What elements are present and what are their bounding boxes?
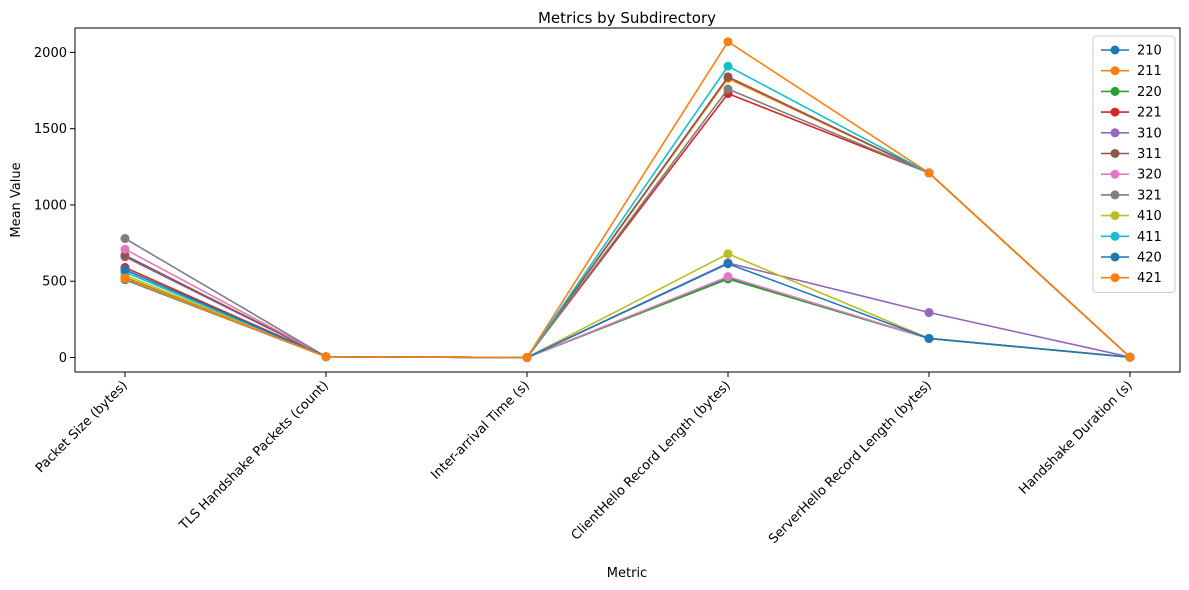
legend-label: 321 <box>1137 188 1162 203</box>
legend-label: 311 <box>1137 147 1162 162</box>
legend-item: 221 <box>1101 106 1162 121</box>
legend-marker <box>1110 190 1120 200</box>
legend-marker <box>1110 231 1120 241</box>
x-tick-label: ServerHello Record Length (bytes) <box>766 378 935 547</box>
x-tick-label: TLS Handshake Packets (count) <box>176 378 332 534</box>
y-tick-label: 2000 <box>34 46 67 61</box>
series-421 <box>120 37 1135 363</box>
legend: 210 211 220 221 310 311 320 321 410 411 420 421 <box>1092 35 1176 293</box>
legend-marker <box>1110 252 1120 262</box>
data-point <box>120 234 130 244</box>
series-line <box>124 262 1131 359</box>
legend-marker <box>1110 273 1120 283</box>
x-tick-label: Inter-arrival Time (s) <box>428 378 532 482</box>
legend-label: 421 <box>1137 271 1162 286</box>
data-point <box>924 333 934 343</box>
series-line <box>124 40 1131 359</box>
legend-item: 310 <box>1101 126 1162 141</box>
legend-item: 211 <box>1101 64 1162 79</box>
data-point <box>723 259 733 269</box>
y-axis-title: Mean Value <box>9 162 24 237</box>
legend-marker <box>1110 211 1120 221</box>
data-point <box>723 61 733 71</box>
legend-marker <box>1110 107 1120 117</box>
x-tick-label: Handshake Duration (s) <box>1016 378 1135 497</box>
legend-item: 220 <box>1101 85 1162 100</box>
legend-item: 420 <box>1101 251 1162 266</box>
data-point <box>321 352 331 362</box>
legend-item: 210 <box>1101 44 1162 59</box>
data-point <box>723 84 733 94</box>
data-point <box>723 249 733 259</box>
data-point <box>120 265 130 275</box>
legend-marker <box>1110 169 1120 179</box>
legend-item: 321 <box>1101 188 1162 203</box>
data-point <box>924 308 934 318</box>
legend-label: 220 <box>1137 85 1162 100</box>
legend-label: 210 <box>1137 44 1162 59</box>
legend-item: 311 <box>1101 147 1162 162</box>
legend-label: 211 <box>1137 64 1162 79</box>
legend-marker <box>1110 45 1120 55</box>
legend-item: 320 <box>1101 168 1162 183</box>
x-tick-label: ClientHello Record Length (bytes) <box>569 378 734 543</box>
data-point <box>522 353 532 363</box>
data-point <box>120 273 130 283</box>
legend-marker <box>1110 128 1120 138</box>
data-point <box>723 37 733 47</box>
y-tick-label: 500 <box>42 275 67 290</box>
x-tick-label: Packet Size (bytes) <box>33 378 131 476</box>
series-layer <box>120 37 1135 363</box>
legend-marker <box>1110 86 1120 96</box>
legend-label: 310 <box>1137 126 1162 141</box>
y-tick-label: 1500 <box>34 122 67 137</box>
data-point <box>1125 352 1135 362</box>
x-axis-title: Metric <box>607 566 647 581</box>
data-point <box>723 72 733 82</box>
legend-label: 221 <box>1137 106 1162 121</box>
legend-label: 320 <box>1137 168 1162 183</box>
y-tick-label: 1000 <box>34 198 67 213</box>
legend-label: 410 <box>1137 209 1162 224</box>
legend-item: 421 <box>1101 271 1162 286</box>
data-point <box>924 168 934 178</box>
legend-marker <box>1110 66 1120 76</box>
legend-item: 411 <box>1101 230 1162 245</box>
legend-box <box>1092 35 1176 293</box>
chart-title: Metrics by Subdirectory <box>538 9 716 27</box>
legend-item: 410 <box>1101 209 1162 224</box>
plot-frame <box>74 27 1181 373</box>
data-point <box>120 244 130 254</box>
y-tick-label: 0 <box>59 351 67 366</box>
legend-marker <box>1110 149 1120 158</box>
data-point <box>723 272 733 282</box>
legend-label: 420 <box>1137 251 1162 266</box>
legend-label: 411 <box>1137 230 1162 245</box>
